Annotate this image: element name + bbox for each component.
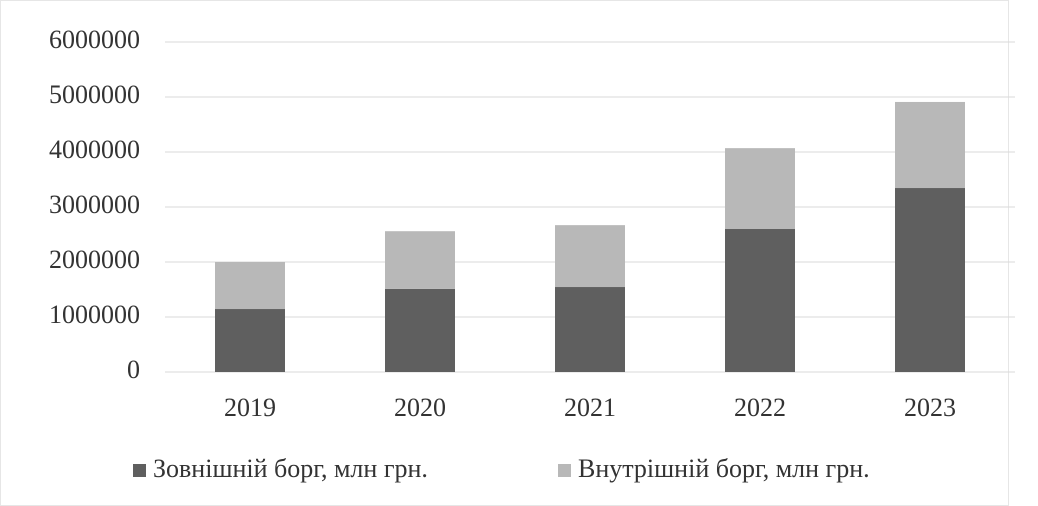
legend-swatch [558,464,571,477]
bar-segment [385,231,455,289]
legend-label: Зовнішній борг, млн грн. [153,454,428,483]
chart-frame [0,0,1009,506]
bar-segment [555,225,625,288]
bar-segment [725,229,795,372]
bar-segment [385,288,455,372]
bar-segment [895,101,965,189]
y-tick-label: 6000000 [49,25,140,54]
y-tick-label: 2000000 [49,245,140,274]
y-tick-label: 1000000 [49,300,140,329]
x-tick-label: 2020 [394,393,446,422]
bar-segment [555,287,625,372]
x-tick-label: 2021 [564,393,616,422]
y-tick-label: 0 [127,355,140,384]
x-tick-label: 2023 [904,393,956,422]
y-tick-label: 4000000 [49,135,140,164]
x-tick-label: 2022 [734,393,786,422]
bar-segment [725,148,795,229]
legend-swatch [133,464,146,477]
y-tick-label: 3000000 [49,190,140,219]
y-tick-label: 5000000 [49,80,140,109]
bar-segment [215,309,285,372]
legend-label: Внутрішній борг, млн грн. [578,454,870,483]
x-tick-label: 2019 [224,393,276,422]
bar-segment [895,188,965,372]
bar-segment [215,262,285,310]
